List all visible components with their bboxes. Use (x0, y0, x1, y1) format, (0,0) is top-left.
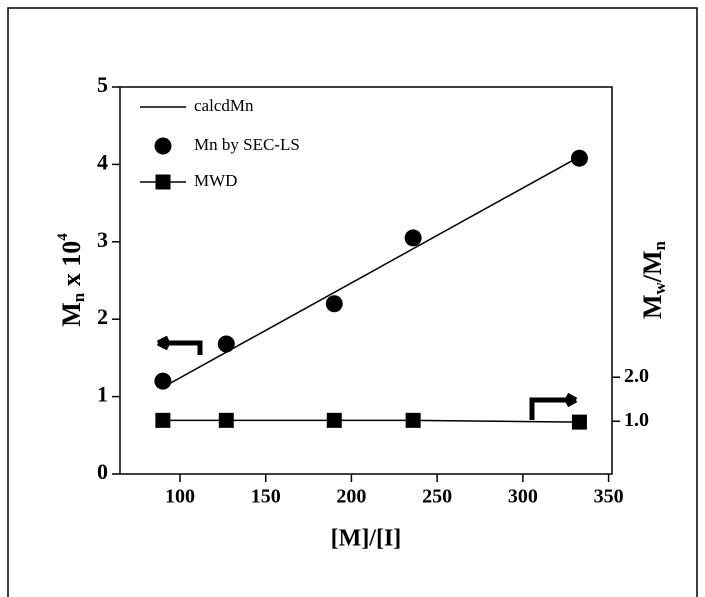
x-tick-label: 300 (508, 486, 538, 508)
legend-label: calcdMn (194, 96, 254, 115)
point (154, 372, 172, 390)
x-tick-label: 150 (251, 486, 281, 508)
x-tick-label: 100 (165, 486, 195, 508)
point (570, 149, 588, 167)
y-axis-label: Mn x 104 (55, 233, 87, 327)
y-tick-label: 3 (97, 227, 108, 252)
point (155, 412, 171, 428)
y-tick-label: 0 (97, 459, 108, 484)
x-tick-label: 250 (422, 486, 452, 508)
point (217, 335, 235, 353)
y-tick-label: 2 (97, 304, 108, 329)
y-tick-label: 5 (97, 72, 108, 97)
right-axis-arrow (529, 392, 578, 420)
x-tick-label: 350 (594, 486, 624, 508)
point (218, 412, 234, 428)
point (405, 412, 421, 428)
left-axis-arrow (156, 335, 203, 355)
legend-label: MWD (194, 171, 237, 190)
legend-label: Mn by SEC-LS (194, 135, 300, 154)
point (326, 412, 342, 428)
point (571, 414, 587, 430)
series-line (162, 156, 580, 388)
legend-marker (155, 174, 171, 190)
y2-tick-label: 2.0 (624, 365, 649, 387)
frame (7, 7, 698, 597)
legend-marker (154, 137, 172, 155)
y-tick-label: 1 (97, 382, 108, 407)
x-tick-label: 200 (336, 486, 366, 508)
point (325, 295, 343, 313)
y2-tick-label: 1.0 (624, 409, 649, 431)
y2-axis-label: Mw/Mn (638, 240, 669, 319)
plot-area (119, 86, 613, 475)
point (404, 229, 422, 247)
y-tick-label: 4 (97, 149, 108, 174)
x-axis-label: [M]/[I] (331, 526, 402, 552)
